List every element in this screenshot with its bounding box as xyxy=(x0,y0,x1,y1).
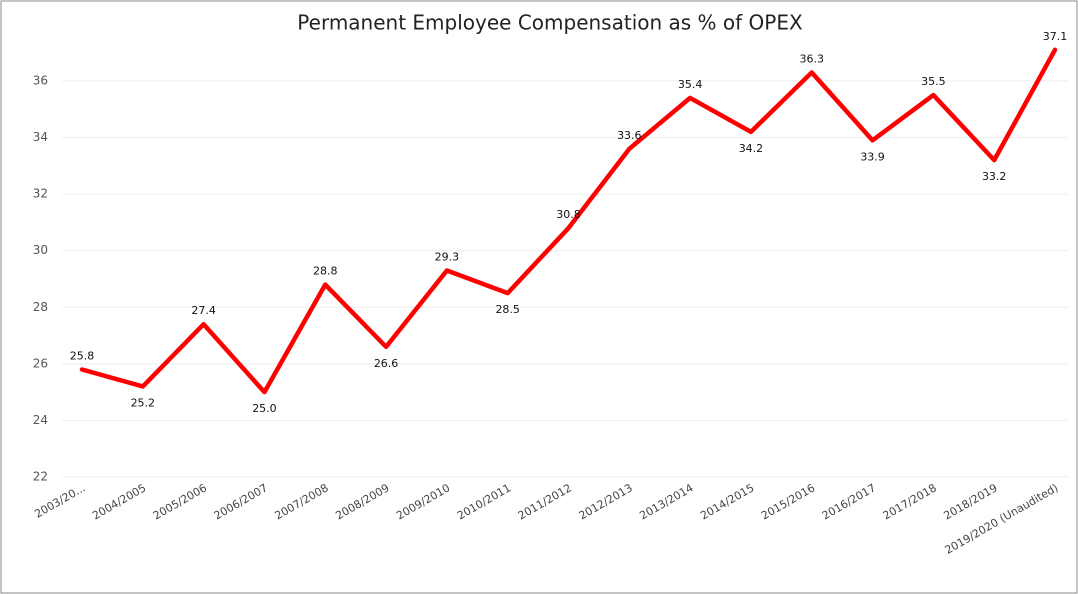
data-label: 35.5 xyxy=(921,75,946,88)
y-tick-label: 28 xyxy=(33,300,48,314)
data-label: 29.3 xyxy=(435,250,460,263)
data-label: 37.1 xyxy=(1043,30,1068,43)
data-label: 28.5 xyxy=(495,303,520,316)
data-label: 30.8 xyxy=(556,208,581,221)
data-label: 25.2 xyxy=(131,396,156,409)
y-tick-label: 36 xyxy=(33,73,48,87)
data-label: 35.4 xyxy=(678,78,703,91)
y-tick-label: 24 xyxy=(33,413,48,427)
y-tick-label: 34 xyxy=(33,130,48,144)
data-label: 33.9 xyxy=(860,150,885,163)
data-label: 36.3 xyxy=(800,52,825,65)
data-label: 25.8 xyxy=(70,349,95,362)
data-label: 25.0 xyxy=(252,402,277,415)
data-label: 33.6 xyxy=(617,129,642,142)
data-label: 33.2 xyxy=(982,170,1007,183)
y-tick-label: 22 xyxy=(33,470,48,484)
data-label: 28.8 xyxy=(313,265,338,278)
data-label: 27.4 xyxy=(191,304,216,317)
y-tick-label: 30 xyxy=(33,243,48,257)
line xyxy=(79,47,1058,395)
y-tick-label: 26 xyxy=(33,356,48,370)
data-label: 34.2 xyxy=(739,142,764,155)
chart-title: Permanent Employee Compensation as % of … xyxy=(297,11,803,35)
data-label: 26.6 xyxy=(374,357,399,370)
y-tick-label: 32 xyxy=(33,187,48,201)
